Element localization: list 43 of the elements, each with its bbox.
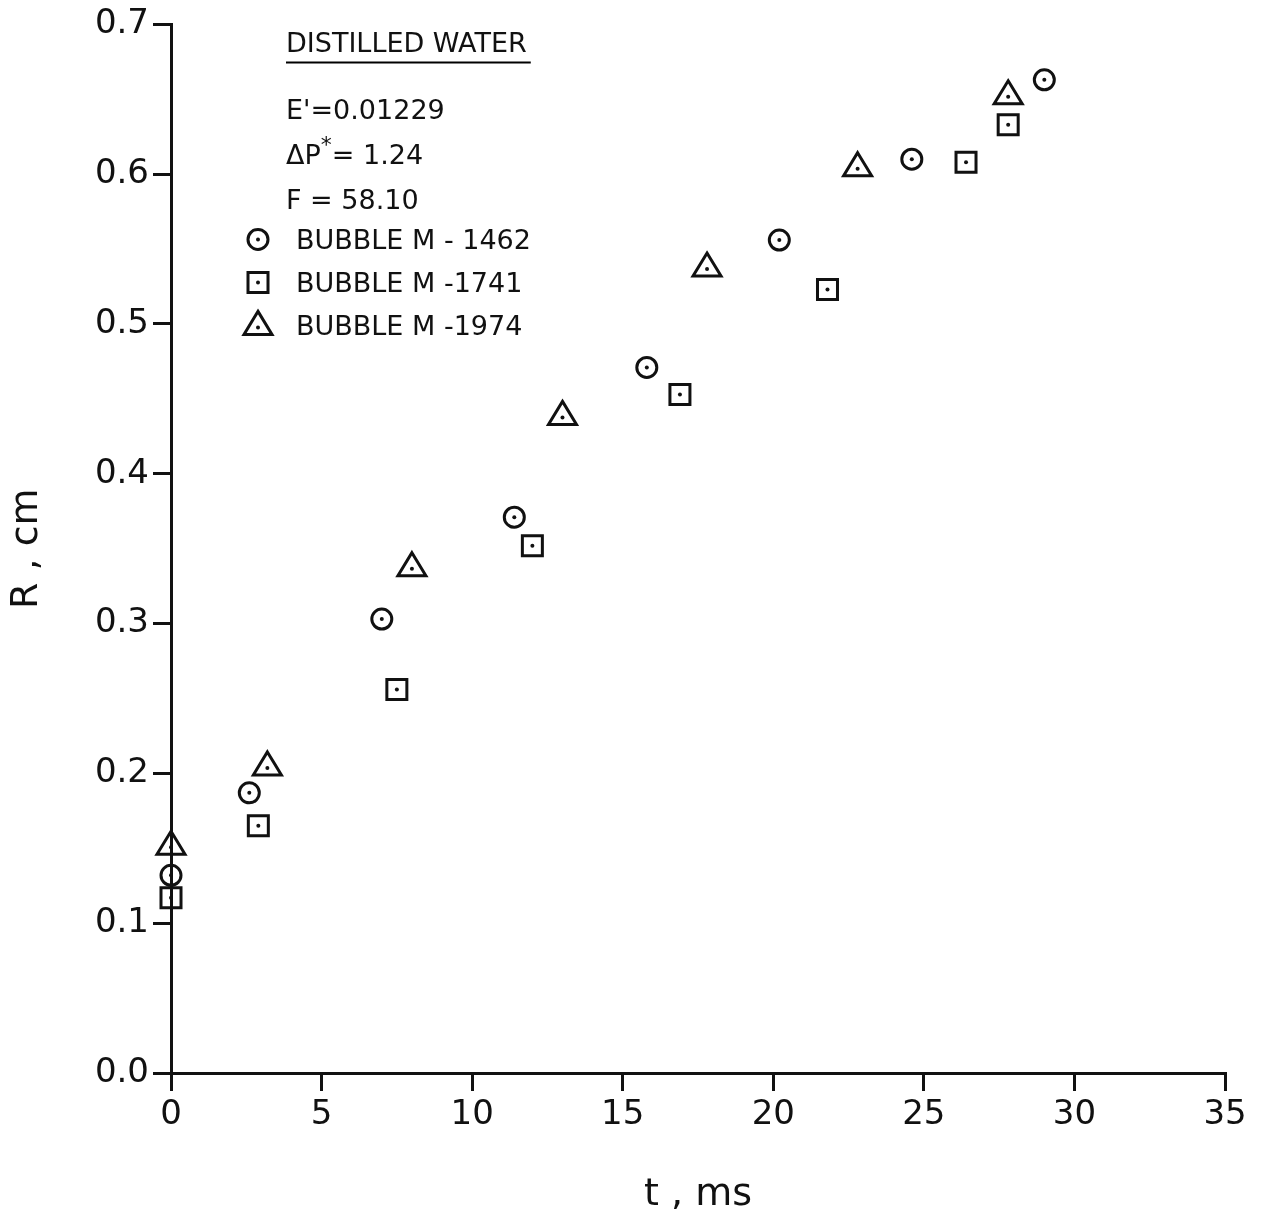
x-tick-label: 0 <box>160 1092 182 1133</box>
point <box>900 147 924 171</box>
point <box>502 505 526 529</box>
point <box>1032 68 1056 92</box>
x-axis-title: t , ms <box>644 1170 752 1215</box>
point <box>159 863 183 887</box>
legend-label: BUBBLE M -1741 <box>296 267 523 299</box>
point <box>246 814 270 838</box>
annotation: E'=0.01229 <box>286 94 445 126</box>
x-tick-label: 30 <box>1052 1092 1097 1133</box>
y-tick-label: 0.3 <box>94 600 149 641</box>
point <box>996 113 1020 137</box>
x-tick-label: 5 <box>310 1092 333 1133</box>
point <box>635 355 659 379</box>
y-tick-label: 0.5 <box>94 300 149 341</box>
point <box>520 534 544 558</box>
point <box>815 278 839 302</box>
y-tick-label: 0.6 <box>94 151 149 192</box>
annotation: DISTILLED WATER <box>286 27 527 59</box>
point <box>668 382 692 406</box>
x-tick-label: 15 <box>601 1092 645 1133</box>
point <box>370 607 394 631</box>
x-tick-label: 35 <box>1203 1092 1247 1133</box>
y-tick-label: 0.4 <box>94 450 149 491</box>
point <box>842 151 874 178</box>
x-tick-label: 10 <box>450 1092 494 1133</box>
point <box>992 79 1024 106</box>
point <box>954 150 978 174</box>
legend-label: BUBBLE M -1974 <box>296 310 523 342</box>
annotation: F = 58.10 <box>286 184 419 216</box>
point <box>159 886 183 910</box>
y-axis-title: R , cm <box>1 488 46 609</box>
point <box>385 678 409 702</box>
x-tick-label: 20 <box>751 1092 795 1133</box>
y-tick-label: 0.7 <box>94 1 149 42</box>
y-tick-label: 0.0 <box>94 1049 149 1090</box>
x-tick-label: 25 <box>902 1092 946 1133</box>
annotation: ΔP*= 1.24 <box>286 132 424 171</box>
y-tick-label: 0.2 <box>94 750 149 791</box>
point <box>767 228 791 252</box>
legend-label: BUBBLE M - 1462 <box>296 224 531 256</box>
y-tick-label: 0.1 <box>94 900 149 941</box>
point <box>237 781 261 805</box>
